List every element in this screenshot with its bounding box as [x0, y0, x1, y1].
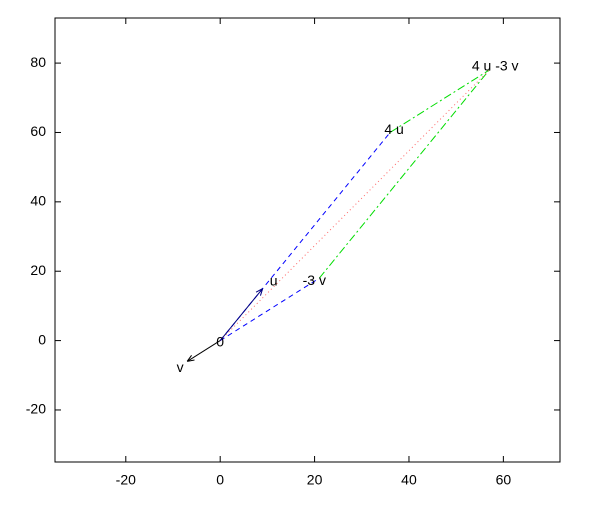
x-tick-label: 60	[496, 472, 512, 488]
segment	[318, 69, 490, 279]
y-tick-label: 40	[30, 193, 46, 209]
x-tick-label: 40	[401, 472, 417, 488]
point-label: 4 u -3 v	[472, 58, 519, 74]
segment	[219, 69, 490, 341]
x-tick-label: -20	[116, 472, 136, 488]
point-label: 4 u	[384, 121, 403, 137]
segment	[389, 69, 490, 133]
y-tick-label: -20	[26, 401, 46, 417]
y-tick-label: 80	[30, 54, 46, 70]
vector-arrow	[187, 340, 221, 362]
point-label: -3 v	[303, 272, 326, 288]
point-label: v	[177, 359, 184, 375]
segment	[219, 277, 320, 342]
y-tick-label: 20	[30, 262, 46, 278]
x-tick-label: 20	[307, 472, 323, 488]
vector-arrow	[219, 289, 262, 341]
x-tick-label: 0	[216, 472, 224, 488]
point-label: 0	[216, 333, 224, 349]
point-label: u	[270, 272, 278, 288]
plot-frame	[54, 17, 561, 463]
y-tick-label: 60	[30, 123, 46, 139]
y-tick-label: 0	[38, 331, 46, 347]
